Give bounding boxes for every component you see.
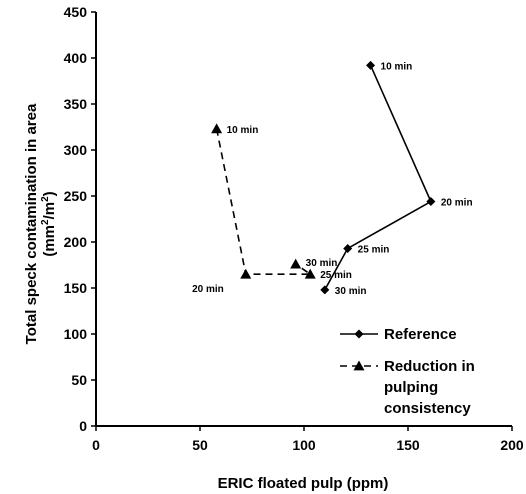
legend-label: Reduction in	[384, 358, 475, 375]
triangle-point	[240, 268, 252, 279]
y-tick-label: 200	[64, 234, 88, 250]
x-tick-label: 0	[92, 437, 100, 453]
diamond-point	[343, 243, 353, 253]
point-label: 25 min	[320, 270, 352, 281]
x-tick-label: 100	[292, 437, 316, 453]
legend-label: Reference	[384, 326, 457, 343]
x-tick-label: 200	[500, 437, 524, 453]
y-tick-label: 250	[64, 188, 88, 204]
y-tick-label: 100	[64, 326, 88, 342]
series-line	[324, 65, 432, 291]
legend-label: pulping	[384, 379, 438, 396]
y-axis-unit-prefix: (mm	[41, 225, 58, 257]
point-label: 10 min	[227, 125, 259, 136]
y-axis-title-line1: Total speck contamination in area	[23, 103, 40, 344]
point-label: 25 min	[358, 244, 390, 255]
point-label: 20 min	[192, 284, 224, 295]
series-line	[215, 128, 313, 276]
y-tick-label: 300	[64, 142, 88, 158]
x-axis-title: ERIC floated pulp (ppm)	[218, 475, 389, 492]
y-axis-unit-sup2: 2	[40, 196, 51, 202]
y-tick-label: 150	[64, 280, 88, 296]
x-tick-label: 150	[396, 437, 420, 453]
y-tick-label: 400	[64, 50, 88, 66]
chart-series	[211, 60, 436, 295]
diamond-point	[366, 60, 376, 70]
diamond-point	[320, 285, 330, 295]
y-axis-unit-mid: /m	[41, 202, 58, 220]
legend-marker	[354, 329, 364, 339]
y-tick-label: 450	[64, 4, 88, 20]
series-reference	[320, 60, 436, 295]
chart-ticks: 0 50 100 150 200 250 300 350 400 450 0 50 100 150 200	[64, 4, 524, 453]
point-label: 30 min	[306, 258, 338, 269]
y-axis-unit-suffix: )	[41, 191, 58, 196]
x-tick-label: 50	[192, 437, 208, 453]
legend: Reference Reduction in pulping consistency	[340, 326, 475, 417]
point-label: 20 min	[441, 198, 473, 209]
legend-label: consistency	[384, 400, 471, 417]
legend-entry: Reduction in pulping consistency	[340, 358, 475, 417]
point-label: 30 min	[335, 286, 367, 297]
triangle-point	[304, 268, 316, 279]
triangle-point	[211, 123, 223, 134]
y-tick-label: 50	[71, 372, 87, 388]
triangle-point	[290, 258, 302, 269]
legend-marker	[353, 360, 365, 371]
y-axis-title-line2: (mm2/m2)	[40, 191, 58, 256]
series-reduction	[211, 123, 316, 279]
y-axis-unit-sup1: 2	[40, 219, 51, 225]
y-tick-label: 0	[79, 418, 87, 434]
legend-entry: Reference	[340, 326, 457, 343]
diamond-point	[426, 197, 436, 207]
y-tick-label: 350	[64, 96, 88, 112]
point-label: 10 min	[381, 61, 413, 72]
